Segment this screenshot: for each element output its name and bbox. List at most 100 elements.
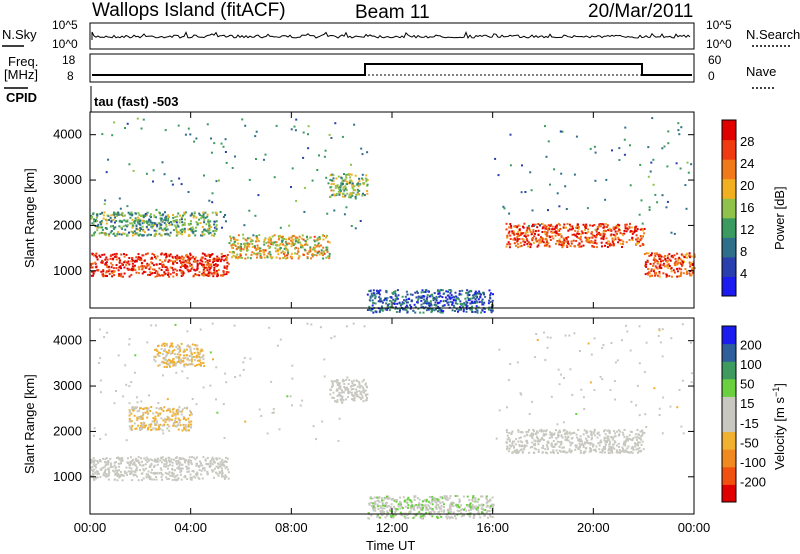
data-cell bbox=[323, 375, 326, 378]
data-cell bbox=[216, 472, 219, 475]
data-cell bbox=[136, 466, 139, 469]
data-cell bbox=[547, 242, 550, 245]
data-cell bbox=[339, 188, 342, 191]
data-cell bbox=[207, 254, 210, 257]
data-cell bbox=[283, 251, 286, 254]
data-cell bbox=[684, 184, 687, 187]
data-cell bbox=[652, 270, 655, 273]
data-cell bbox=[145, 424, 147, 427]
data-cell bbox=[188, 429, 190, 432]
data-cell bbox=[655, 252, 658, 255]
data-cell bbox=[585, 238, 588, 241]
data-cell bbox=[232, 254, 235, 257]
data-cell bbox=[595, 242, 598, 245]
data-cell bbox=[566, 242, 569, 245]
data-cell bbox=[562, 243, 565, 246]
data-cell bbox=[140, 417, 143, 420]
data-cell bbox=[200, 348, 203, 351]
data-cell bbox=[638, 414, 641, 417]
data-cell bbox=[168, 425, 171, 428]
data-cell bbox=[373, 496, 376, 499]
data-cell bbox=[175, 234, 178, 237]
data-cell bbox=[177, 360, 180, 363]
data-cell bbox=[136, 232, 139, 235]
data-cell bbox=[123, 470, 126, 473]
data-cell bbox=[607, 438, 610, 441]
data-cell bbox=[201, 260, 204, 263]
data-cell bbox=[155, 257, 157, 260]
data-cell bbox=[315, 245, 318, 248]
data-cell bbox=[204, 229, 207, 232]
data-cell bbox=[603, 429, 606, 432]
data-cell bbox=[140, 427, 142, 430]
data-cell bbox=[306, 256, 309, 259]
data-cell bbox=[391, 291, 394, 294]
data-cell bbox=[130, 420, 133, 423]
data-cell bbox=[154, 472, 157, 475]
data-cell bbox=[173, 271, 175, 274]
data-cell bbox=[145, 456, 148, 459]
data-cell bbox=[215, 229, 218, 232]
data-cell bbox=[637, 242, 640, 245]
data-cell bbox=[544, 451, 547, 454]
data-cell bbox=[210, 226, 213, 228]
data-cell bbox=[506, 445, 509, 448]
data-cell bbox=[215, 366, 218, 369]
data-cell bbox=[275, 250, 277, 253]
data-cell bbox=[158, 407, 161, 410]
data-cell bbox=[332, 193, 335, 196]
data-cell bbox=[133, 264, 136, 267]
data-cell bbox=[409, 293, 412, 296]
data-cell bbox=[215, 259, 218, 262]
data-cell bbox=[666, 257, 669, 260]
data-cell bbox=[155, 478, 158, 481]
data-cell bbox=[296, 252, 299, 255]
data-cell bbox=[177, 467, 180, 470]
data-cell bbox=[174, 478, 177, 481]
colorbar-tick-label: 16 bbox=[740, 200, 754, 215]
data-cell bbox=[557, 241, 560, 244]
data-cell bbox=[395, 509, 398, 512]
data-cell bbox=[358, 177, 361, 180]
data-cell bbox=[128, 213, 131, 216]
data-cell bbox=[123, 232, 126, 235]
data-cell bbox=[208, 263, 210, 266]
colorbar-tick-label: 20 bbox=[740, 178, 754, 193]
data-cell bbox=[491, 299, 494, 302]
data-cell bbox=[456, 506, 459, 509]
data-cell bbox=[234, 155, 236, 158]
data-cell bbox=[147, 223, 150, 226]
data-cell bbox=[160, 234, 163, 237]
data-cell bbox=[154, 324, 157, 327]
data-cell bbox=[467, 504, 470, 506]
data-cell bbox=[171, 479, 174, 481]
data-cell bbox=[537, 443, 540, 446]
data-cell bbox=[259, 252, 262, 255]
data-cell bbox=[337, 190, 340, 193]
data-cell bbox=[156, 225, 159, 228]
data-cell bbox=[546, 441, 549, 444]
data-cell bbox=[527, 226, 530, 229]
data-cell bbox=[177, 423, 180, 426]
data-cell bbox=[203, 269, 206, 272]
data-cell bbox=[675, 162, 678, 165]
data-cell bbox=[258, 408, 261, 411]
data-cell bbox=[562, 226, 565, 229]
data-cell bbox=[366, 385, 368, 388]
data-cell bbox=[451, 502, 454, 505]
data-cell bbox=[636, 438, 638, 441]
data-cell bbox=[510, 226, 513, 229]
data-cell bbox=[439, 502, 442, 505]
data-cell bbox=[184, 267, 187, 270]
data-cell bbox=[210, 263, 213, 266]
data-cell bbox=[189, 354, 191, 357]
data-cell bbox=[477, 298, 480, 301]
data-cell bbox=[210, 137, 212, 140]
data-cell bbox=[250, 239, 253, 242]
data-cell bbox=[126, 461, 129, 464]
data-cell bbox=[334, 400, 336, 403]
data-cell bbox=[359, 220, 362, 222]
data-cell bbox=[186, 406, 189, 409]
data-cell bbox=[528, 429, 530, 431]
data-cell bbox=[390, 498, 393, 501]
